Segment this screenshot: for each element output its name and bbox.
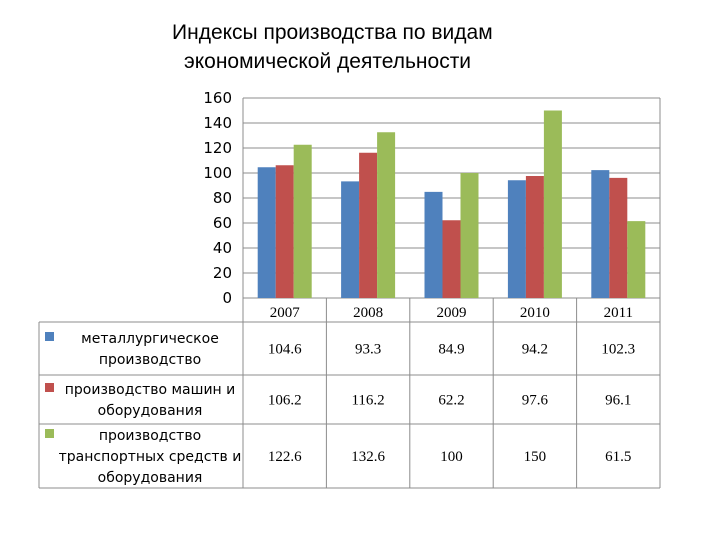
x-tick-label: 2009 [437, 305, 467, 321]
data-label: 62.2 [438, 393, 464, 409]
data-label: 150 [524, 449, 547, 465]
bar [293, 144, 312, 298]
bar [627, 221, 646, 298]
bar [543, 110, 562, 298]
x-tick-label: 2008 [353, 305, 383, 321]
y-tick-label: 40 [213, 239, 232, 257]
data-label: 132.6 [351, 449, 385, 465]
data-label: 122.6 [268, 449, 302, 465]
bar [359, 152, 378, 298]
legend-key [45, 429, 54, 438]
y-tick-label: 60 [213, 214, 232, 232]
data-label: 93.3 [355, 342, 381, 358]
bar [525, 176, 544, 298]
y-tick-label: 100 [203, 164, 232, 182]
legend-entry: оборудования [98, 403, 203, 419]
x-tick-label: 2011 [604, 305, 633, 321]
y-tick-label: 140 [203, 114, 232, 132]
bar [275, 165, 294, 298]
data-label: 116.2 [351, 393, 384, 409]
data-label: 97.6 [522, 393, 549, 409]
y-tick-label: 20 [213, 264, 232, 282]
bar [591, 170, 610, 298]
bar [424, 191, 443, 298]
chart-title: Индексы производства по видам экономичес… [140, 18, 560, 76]
x-tick-label: 2007 [270, 305, 301, 321]
legend-entry: производство машин и [65, 382, 236, 398]
legend-entry: производство [99, 352, 201, 368]
bar [377, 132, 396, 298]
x-tick-label: 2010 [520, 305, 550, 321]
data-label: 100 [440, 449, 463, 465]
legend-entry: транспортных средств и [59, 449, 242, 465]
chart-title-line-1: Индексы производства по видам [172, 21, 493, 44]
bar [507, 180, 526, 298]
data-label: 61.5 [605, 449, 631, 465]
bar [609, 177, 628, 298]
y-tick-label: 0 [222, 289, 232, 307]
data-label: 84.9 [438, 342, 464, 358]
bar [257, 167, 276, 298]
data-label: 104.6 [268, 342, 302, 358]
y-tick-label: 120 [203, 139, 232, 157]
legend-entry: оборудования [98, 470, 203, 486]
y-tick-label: 80 [213, 189, 232, 207]
legend-key [45, 332, 54, 341]
data-label: 94.2 [522, 342, 548, 358]
bar [341, 181, 360, 298]
y-tick-label: 160 [203, 89, 232, 107]
legend-key [45, 383, 54, 392]
data-label: 106.2 [268, 393, 302, 409]
legend-entry: производство [99, 428, 201, 444]
bar [460, 173, 479, 298]
chart-title-line-2: экономической деятельности [184, 50, 472, 73]
data-label: 102.3 [601, 342, 635, 358]
legend-entry: металлургическое [81, 331, 219, 347]
data-label: 96.1 [605, 393, 631, 409]
bar [442, 220, 461, 298]
